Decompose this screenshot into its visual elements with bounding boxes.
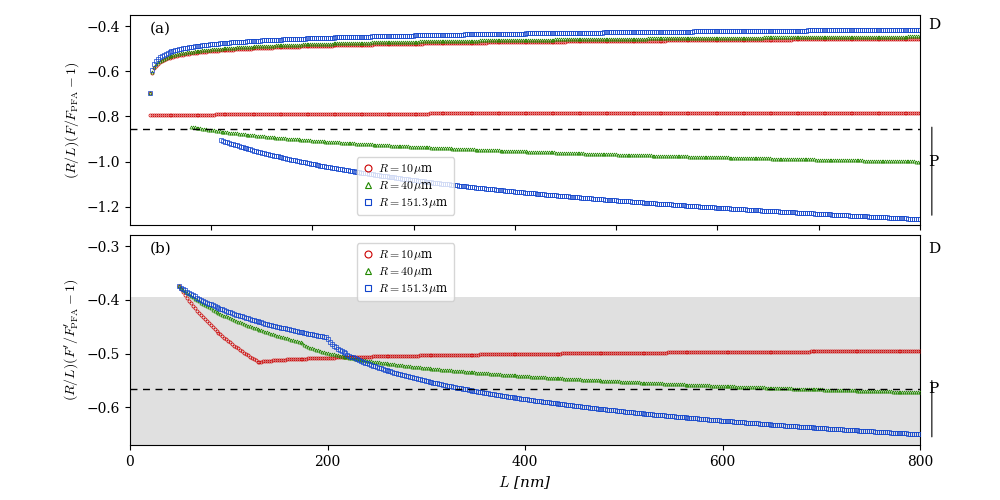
Text: (b): (b)	[150, 242, 172, 256]
Y-axis label: $(R/L)(F/F_{\mathrm{PFA}}-1)$: $(R/L)(F/F_{\mathrm{PFA}}-1)$	[63, 61, 81, 178]
Y-axis label: $(R/L)(F^{\prime}/F^{\prime}_{\mathrm{PFA}}-1)$: $(R/L)(F^{\prime}/F^{\prime}_{\mathrm{PF…	[63, 279, 81, 402]
Text: P: P	[928, 154, 939, 168]
Text: D: D	[928, 18, 941, 32]
Legend: $R = 10\,\mu$m, $R = 40\,\mu$m, $R = 151.3\,\mu$m: $R = 10\,\mu$m, $R = 40\,\mu$m, $R = 151…	[357, 158, 454, 214]
X-axis label: $L$ [nm]: $L$ [nm]	[498, 474, 552, 491]
Bar	[130, 297, 920, 445]
Text: (a): (a)	[150, 22, 171, 36]
Text: D: D	[928, 242, 941, 256]
Legend: $R = 10\,\mu$m, $R = 40\,\mu$m, $R = 151.3\,\mu$m: $R = 10\,\mu$m, $R = 40\,\mu$m, $R = 151…	[357, 243, 454, 300]
Text: P: P	[928, 382, 939, 396]
